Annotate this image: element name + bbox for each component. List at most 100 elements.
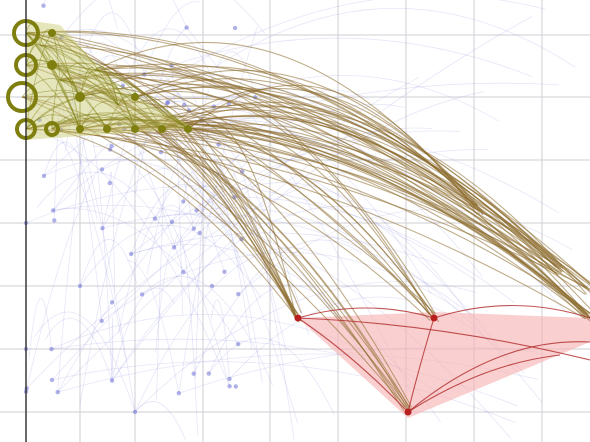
faint-node	[171, 245, 177, 250]
faint-edge	[109, 171, 116, 293]
cluster-edge	[25, 32, 81, 130]
cluster-edge	[59, 79, 163, 130]
arc-edge	[161, 128, 590, 322]
cluster-edge	[94, 69, 136, 130]
faint-node	[109, 300, 115, 305]
faint-edge	[79, 101, 169, 407]
arc-edge	[134, 128, 410, 408]
cluster-edge	[51, 64, 189, 130]
arc-edge	[134, 90, 434, 320]
arc-edges-layer	[21, 30, 590, 412]
cluster-edge	[25, 96, 81, 130]
cluster-edge	[79, 117, 163, 130]
arc-edge	[59, 79, 302, 322]
cluster-hub-node[interactable]	[44, 121, 60, 137]
arc-edge	[21, 96, 298, 314]
cluster-edge	[51, 64, 189, 130]
highlight-region	[298, 312, 590, 418]
faint-edge	[111, 91, 484, 381]
arc-edge	[79, 91, 298, 318]
cluster-edge	[25, 44, 41, 66]
faint-node	[128, 251, 134, 257]
faint-node	[120, 83, 126, 89]
arc-edge	[161, 88, 483, 213]
cluster-node[interactable]	[76, 125, 84, 133]
cluster-hub-node[interactable]	[6, 81, 38, 113]
faint-node	[191, 226, 196, 231]
faint-edge	[135, 27, 187, 194]
faint-edge	[51, 33, 136, 413]
cluster-edge	[79, 116, 108, 130]
faint-node	[107, 180, 113, 186]
cluster-edge	[25, 32, 81, 98]
faint-node	[51, 208, 56, 213]
arc-edge	[51, 128, 586, 320]
faint-edge	[49, 0, 187, 28]
target-edge	[297, 317, 590, 361]
faint-node	[184, 25, 189, 30]
cluster-edge	[79, 66, 96, 98]
faint-edge	[182, 173, 205, 213]
cluster-node[interactable]	[184, 125, 192, 133]
target-node[interactable]	[430, 314, 438, 322]
faint-edge	[57, 16, 533, 393]
cluster-node[interactable]	[103, 125, 111, 133]
target-edge	[407, 341, 590, 413]
cluster-edge	[94, 69, 163, 130]
faint-node	[233, 384, 238, 389]
target-edge	[407, 317, 435, 413]
cluster-node[interactable]	[75, 92, 85, 102]
arc-edge	[25, 32, 590, 319]
faint-node	[176, 391, 181, 396]
faint-node	[239, 169, 245, 174]
faint-edge	[53, 100, 65, 221]
arc-edge	[79, 83, 562, 273]
cluster-edge	[59, 79, 189, 130]
faint-edge	[173, 234, 199, 436]
faint-node	[24, 386, 29, 391]
cluster-node[interactable]	[158, 125, 166, 133]
target-nodes-layer[interactable]	[294, 305, 590, 416]
faint-edge	[111, 317, 114, 381]
cluster-edge	[25, 114, 81, 130]
target-edge	[407, 354, 561, 413]
faint-node	[41, 3, 46, 8]
cluster-node[interactable]	[131, 125, 139, 133]
cluster-node[interactable]	[131, 93, 139, 101]
faint-edge	[173, 127, 433, 248]
faint-node	[49, 377, 55, 383]
cluster-edge	[39, 44, 163, 130]
faint-edge	[79, 239, 138, 287]
faint-edge	[193, 89, 370, 229]
faint-node	[139, 292, 145, 297]
faint-node	[99, 167, 105, 172]
highlight-region-layer	[298, 312, 590, 418]
arc-edge	[59, 79, 413, 412]
arc-edge	[25, 119, 559, 276]
arc-edge	[134, 126, 436, 317]
target-node[interactable]	[294, 314, 302, 322]
arc-edge	[161, 121, 430, 314]
faint-node	[169, 219, 175, 224]
faint-node	[152, 216, 158, 221]
faint-edge	[131, 232, 439, 265]
target-node[interactable]	[404, 408, 412, 416]
cluster-edge	[25, 32, 81, 130]
cluster-edge	[79, 100, 119, 130]
arc-edge	[25, 32, 435, 319]
cluster-node[interactable]	[47, 60, 57, 70]
cluster-edge	[51, 64, 119, 106]
arc-edge	[106, 123, 587, 290]
faint-edge	[141, 276, 273, 386]
faint-edge	[213, 87, 382, 179]
faint-node	[37, 117, 42, 123]
cluster-edge	[25, 32, 53, 130]
arc-edge	[187, 128, 413, 408]
arc-edge	[134, 128, 300, 323]
cluster-node[interactable]	[48, 29, 56, 37]
cluster-edge	[161, 114, 189, 130]
faint-edge	[51, 361, 516, 424]
faint-node	[109, 143, 114, 149]
faint-node	[109, 378, 115, 383]
